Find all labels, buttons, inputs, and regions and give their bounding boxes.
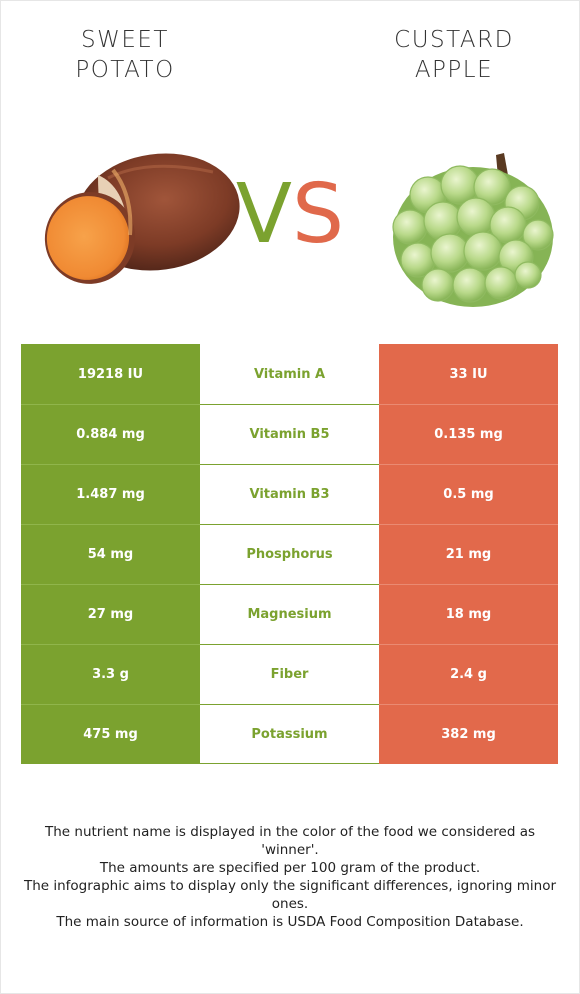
note-data-source: The main source of information is USDA F…	[56, 914, 524, 930]
comparison-table: 19218 IU Vitamin A 33 IU 0.884 mg Vitamin B5…	[21, 344, 558, 764]
table-row: 475 mg Potassium 382 mg	[21, 704, 558, 764]
table-row: 19218 IU Vitamin A 33 IU	[21, 344, 558, 404]
nutrient-name: Phosphorus	[200, 524, 379, 584]
nutrient-name: Vitamin B5	[200, 404, 379, 464]
left-food-title: SWEET POTATO	[35, 25, 215, 85]
right-value: 18 mg	[379, 584, 558, 644]
note-per-100g: The amounts are specified per 100 gram o…	[99, 860, 481, 876]
left-food-title-line2: POTATO	[75, 57, 175, 83]
left-value: 54 mg	[21, 524, 200, 584]
table-row: 0.884 mg Vitamin B5 0.135 mg	[21, 404, 558, 464]
right-food-title-line2: APPLE	[414, 57, 494, 83]
custard-apple-image	[392, 153, 554, 307]
right-value: 0.5 mg	[379, 464, 558, 524]
table-row: 54 mg Phosphorus 21 mg	[21, 524, 558, 584]
table-row: 1.487 mg Vitamin B3 0.5 mg	[21, 464, 558, 524]
left-value: 3.3 g	[21, 644, 200, 704]
nutrient-name: Magnesium	[200, 584, 379, 644]
left-value: 19218 IU	[21, 344, 200, 404]
right-value: 33 IU	[379, 344, 558, 404]
left-food-title-line1: SWEET	[81, 27, 169, 53]
vs-v: V	[235, 167, 293, 262]
nutrient-name: Potassium	[200, 704, 379, 764]
left-value: 27 mg	[21, 584, 200, 644]
left-value: 1.487 mg	[21, 464, 200, 524]
nutrient-name: Vitamin A	[200, 344, 379, 404]
table-row: 3.3 g Fiber 2.4 g	[21, 644, 558, 704]
note-significant-differences: The infographic aims to display only the…	[23, 878, 557, 912]
right-value: 21 mg	[379, 524, 558, 584]
footnotes: The nutrient name is displayed in the co…	[20, 823, 560, 931]
left-value: 0.884 mg	[21, 404, 200, 464]
nutrient-name: Vitamin B3	[200, 464, 379, 524]
table-row: 27 mg Magnesium 18 mg	[21, 584, 558, 644]
right-food-title-line1: CUSTARD	[394, 27, 514, 53]
vs-label: VS	[220, 165, 360, 265]
left-value: 475 mg	[21, 704, 200, 764]
nutrient-name: Fiber	[200, 644, 379, 704]
right-value: 2.4 g	[379, 644, 558, 704]
vs-s: S	[292, 167, 345, 262]
note-winner-color: The nutrient name is displayed in the co…	[44, 824, 536, 858]
right-value: 382 mg	[379, 704, 558, 764]
right-value: 0.135 mg	[379, 404, 558, 464]
sweet-potato-image	[44, 153, 240, 284]
right-food-title: CUSTARD APPLE	[364, 25, 544, 85]
